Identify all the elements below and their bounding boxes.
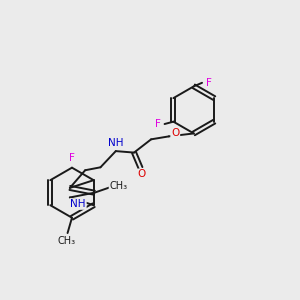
Text: O: O [171,128,179,138]
Text: CH₃: CH₃ [57,236,75,246]
Text: F: F [155,119,161,129]
Text: NH: NH [70,199,86,209]
Text: NH: NH [108,138,124,148]
Text: O: O [138,169,146,179]
Text: F: F [69,153,75,163]
Text: CH₃: CH₃ [110,181,128,191]
Text: F: F [206,78,212,88]
